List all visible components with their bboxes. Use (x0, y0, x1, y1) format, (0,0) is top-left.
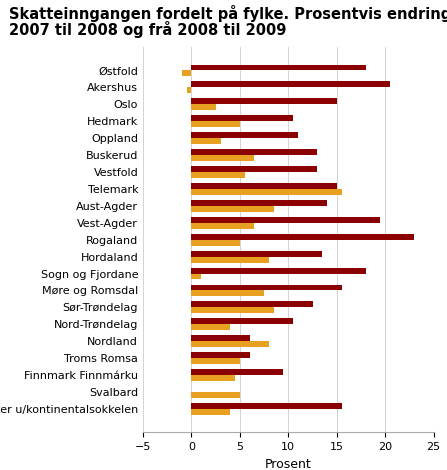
Bar (191, 369, 283, 375)
Bar (191, 138, 220, 144)
Bar (191, 324, 230, 330)
Bar (191, 172, 245, 178)
Bar (191, 121, 240, 127)
Bar (191, 335, 249, 341)
Bar (191, 234, 414, 240)
Bar (191, 81, 390, 87)
Bar (182, 70, 191, 76)
Bar (191, 318, 293, 324)
Bar (191, 132, 298, 138)
Bar (191, 206, 274, 212)
Bar (191, 183, 337, 189)
Bar (191, 290, 264, 297)
Bar (191, 166, 317, 172)
Bar (191, 149, 317, 155)
Bar (191, 375, 235, 381)
Bar (191, 392, 240, 398)
Bar (191, 307, 274, 313)
X-axis label: Prosent: Prosent (265, 458, 312, 470)
Bar (191, 200, 327, 206)
Bar (191, 104, 215, 110)
Bar (191, 341, 269, 347)
Bar (191, 217, 380, 223)
Bar (191, 64, 366, 70)
Bar (191, 358, 240, 364)
Bar (191, 223, 254, 229)
Bar (191, 352, 249, 358)
Bar (191, 274, 201, 280)
Bar (191, 301, 312, 307)
Bar (191, 257, 269, 263)
Legend: 2007-2008, 2008-2009: 2007-2008, 2008-2009 (180, 466, 396, 470)
Bar (191, 284, 342, 290)
Bar (191, 189, 342, 195)
Text: Skatteinngangen fordelt på fylke. Prosentvis endring januar-juni frå: Skatteinngangen fordelt på fylke. Prosen… (9, 5, 447, 22)
Text: 2007 til 2008 og frå 2008 til 2009: 2007 til 2008 og frå 2008 til 2009 (9, 21, 287, 38)
Bar (191, 240, 240, 246)
Bar (191, 98, 337, 104)
Bar (191, 267, 366, 274)
Bar (191, 251, 322, 257)
Bar (191, 403, 342, 409)
Bar (186, 87, 191, 93)
Bar (191, 409, 230, 415)
Bar (191, 155, 254, 161)
Bar (191, 115, 293, 121)
